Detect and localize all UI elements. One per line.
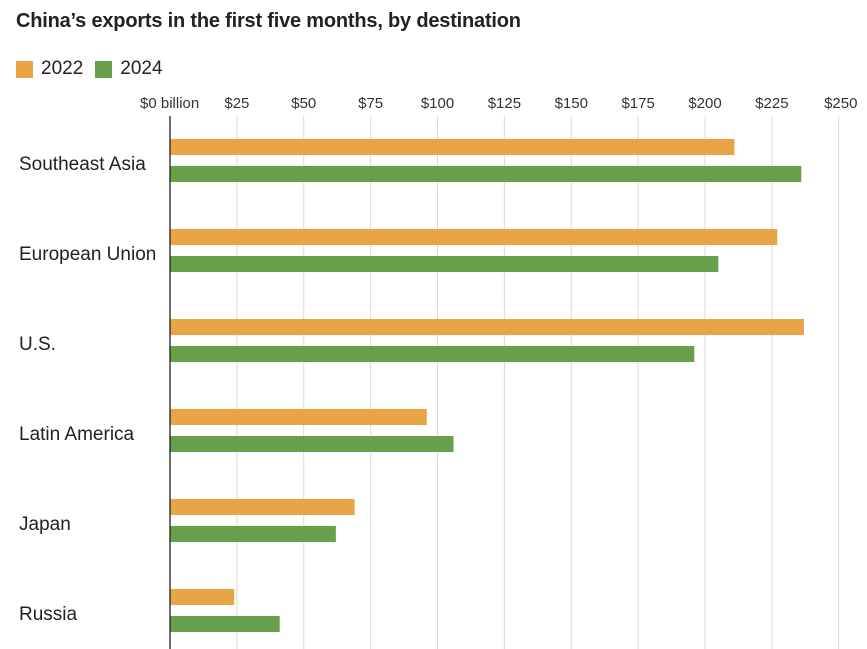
tick-label-225: $225 — [755, 95, 788, 112]
tick-label-200: $200 — [688, 95, 721, 112]
bar-european-union-2024 — [170, 256, 719, 272]
tick-label-25: $25 — [224, 95, 249, 112]
legend-item-2022: 2022 — [16, 58, 83, 80]
bar-latin-america-2022 — [170, 409, 427, 425]
tick-label-175: $175 — [621, 95, 654, 112]
legend-label-2022: 2022 — [41, 58, 84, 79]
bar-u-s-2024 — [170, 346, 695, 362]
category-label-european-union: European Union — [19, 244, 156, 265]
bar-southeast-asia-2024 — [170, 166, 802, 182]
category-label-u-s: U.S. — [19, 334, 56, 355]
tick-label-100: $100 — [421, 95, 454, 112]
bar-japan-2024 — [170, 526, 336, 542]
tick-label-250: $250 — [824, 95, 857, 112]
category-label-japan: Japan — [19, 514, 71, 535]
chart-title: China’s exports in the first five months… — [16, 10, 521, 32]
category-label-southeast-asia: Southeast Asia — [19, 154, 146, 175]
legend-label-2024: 2024 — [120, 58, 163, 79]
bar-european-union-2022 — [170, 229, 778, 245]
category-label-latin-america: Latin America — [19, 424, 135, 445]
category-label-russia: Russia — [19, 604, 78, 625]
bar-southeast-asia-2022 — [170, 139, 735, 155]
tick-label-75: $75 — [358, 95, 383, 112]
tick-label-50: $50 — [291, 95, 316, 112]
legend-swatch-2022 — [16, 60, 33, 78]
bar-japan-2022 — [170, 499, 355, 515]
legend-item-2024: 2024 — [95, 58, 163, 80]
tick-label-0: $0 billion — [140, 95, 199, 112]
tick-label-150: $150 — [555, 95, 588, 112]
bar-russia-2022 — [170, 589, 235, 605]
bar-russia-2024 — [170, 616, 280, 632]
legend-swatch-2024 — [95, 60, 113, 78]
tick-label-125: $125 — [488, 95, 521, 112]
bar-u-s-2022 — [170, 319, 804, 335]
legend: 2022 2024 — [16, 58, 175, 80]
bar-latin-america-2024 — [170, 436, 454, 452]
